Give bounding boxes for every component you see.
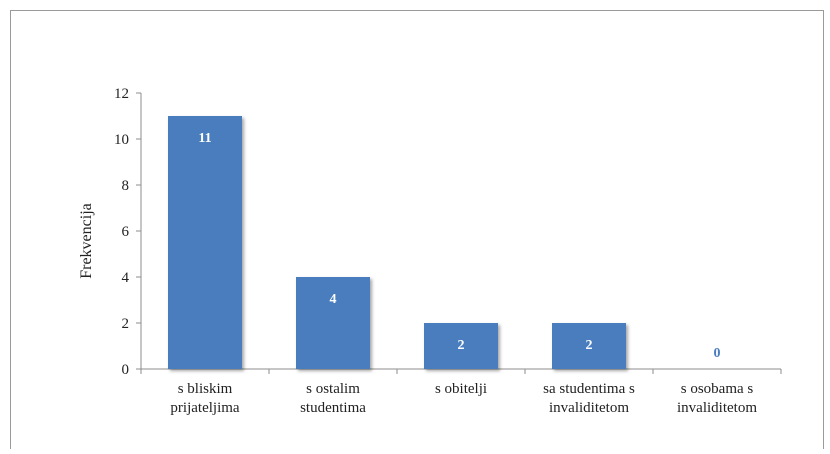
bar-value-label: 4: [330, 292, 337, 307]
category-label: sa studentima s invaliditetom: [543, 381, 635, 416]
category-label-line: sa studentima s: [543, 381, 635, 397]
category-label: s ostalim studentima: [300, 381, 366, 416]
bar-value-label: 0: [714, 346, 721, 361]
bar: [552, 323, 626, 369]
category-label: s osobama s invaliditetom: [677, 381, 757, 416]
category-label-line: s osobama s: [681, 381, 754, 397]
category-label-line: s ostalim: [306, 381, 360, 397]
bar: [296, 277, 370, 369]
category-label: s bliskim prijateljima: [170, 381, 239, 416]
category-label-line: prijateljima: [170, 400, 239, 416]
y-axis: 0 2 4 6 8 10 12: [114, 86, 142, 378]
category-label-line: invaliditetom: [677, 400, 757, 416]
data-labels: 11 4 2 2 0: [198, 131, 720, 361]
y-tick-label: 6: [122, 224, 130, 240]
bar: [168, 116, 242, 369]
y-tick-label: 12: [114, 86, 129, 102]
y-tick-label: 0: [122, 362, 130, 378]
chart-frame: 0 2 4 6 8 10 12 11 4 2 2 0 s bliskim prijateljima s …: [10, 10, 824, 449]
category-label-line: s bliskim: [178, 381, 233, 397]
bar-value-label: 2: [586, 338, 593, 353]
category-label-line: studentima: [300, 400, 366, 416]
y-tick-label: 8: [122, 178, 130, 194]
bars: [168, 116, 626, 369]
y-tick-label: 2: [122, 316, 130, 332]
category-labels: s bliskim prijateljima s ostalim studentima…: [170, 381, 757, 416]
bar-value-label: 2: [458, 338, 465, 353]
category-label-line: s obitelji: [435, 381, 487, 397]
bar-value-label: 11: [198, 131, 211, 146]
y-tick-label: 4: [122, 270, 130, 286]
x-axis: [140, 368, 782, 374]
y-tick-label: 10: [114, 132, 129, 148]
category-label-line: invaliditetom: [549, 400, 629, 416]
y-axis-title: Frekvencija: [78, 203, 95, 279]
bar: [424, 323, 498, 369]
category-label: s obitelji: [435, 381, 487, 397]
